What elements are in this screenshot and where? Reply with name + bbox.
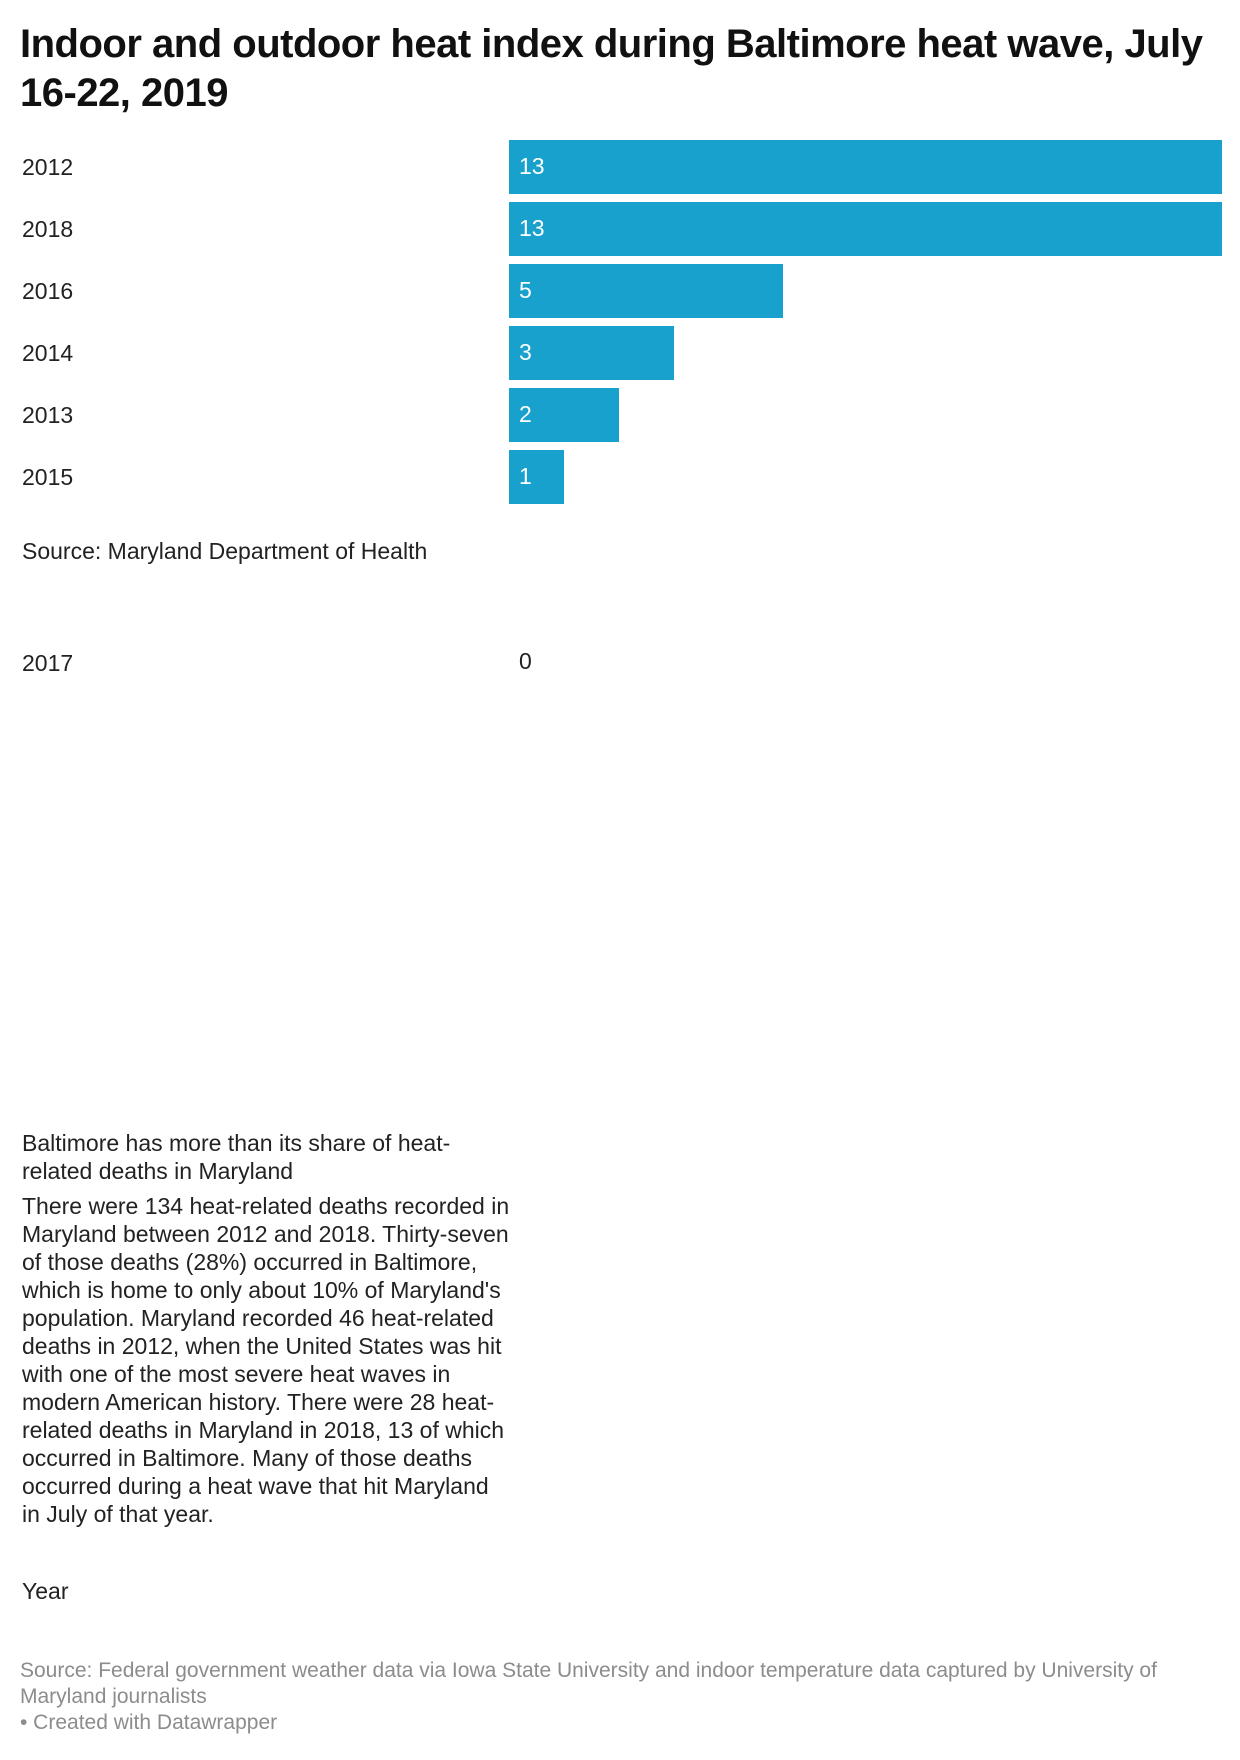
row-label-2014: 2014 <box>22 340 74 366</box>
footer-source: Source: Federal government weather data … <box>20 1659 1157 1708</box>
side-text-body: There were 134 heat-related deaths recor… <box>22 1193 510 1527</box>
footer-credit: • Created with Datawrapper <box>20 1711 278 1734</box>
row-label-2017: 2017 <box>22 650 74 676</box>
row-label-2015: 2015 <box>22 464 74 490</box>
bar-value-2015: 1 <box>519 463 532 489</box>
bar-value-2012: 13 <box>519 153 545 179</box>
bar-value-2016: 5 <box>519 277 532 303</box>
bar-2014: 3 <box>509 326 674 380</box>
bar-2013: 2 <box>509 388 619 442</box>
bar-2012: 13 <box>509 140 1222 194</box>
chart-title: Indoor and outdoor heat index during Bal… <box>20 22 1203 115</box>
row-label-2018: 2018 <box>22 216 74 242</box>
bar-value-2018: 13 <box>519 215 545 241</box>
bar-2015: 1 <box>509 450 564 504</box>
bar-value-2013: 2 <box>519 401 532 427</box>
row-label-2013: 2013 <box>22 402 74 428</box>
year-label: Year <box>22 1578 69 1604</box>
row-label-2012: 2012 <box>22 154 74 180</box>
side-text-heading: Baltimore has more than its share of hea… <box>22 1130 451 1184</box>
row-label-2016: 2016 <box>22 278 74 304</box>
bar-2018: 13 <box>509 202 1222 256</box>
bar-value-2017: 0 <box>519 648 532 674</box>
bar-2016: 5 <box>509 264 783 318</box>
bar-value-2014: 3 <box>519 339 532 365</box>
chart-source: Source: Maryland Department of Health <box>22 538 428 564</box>
